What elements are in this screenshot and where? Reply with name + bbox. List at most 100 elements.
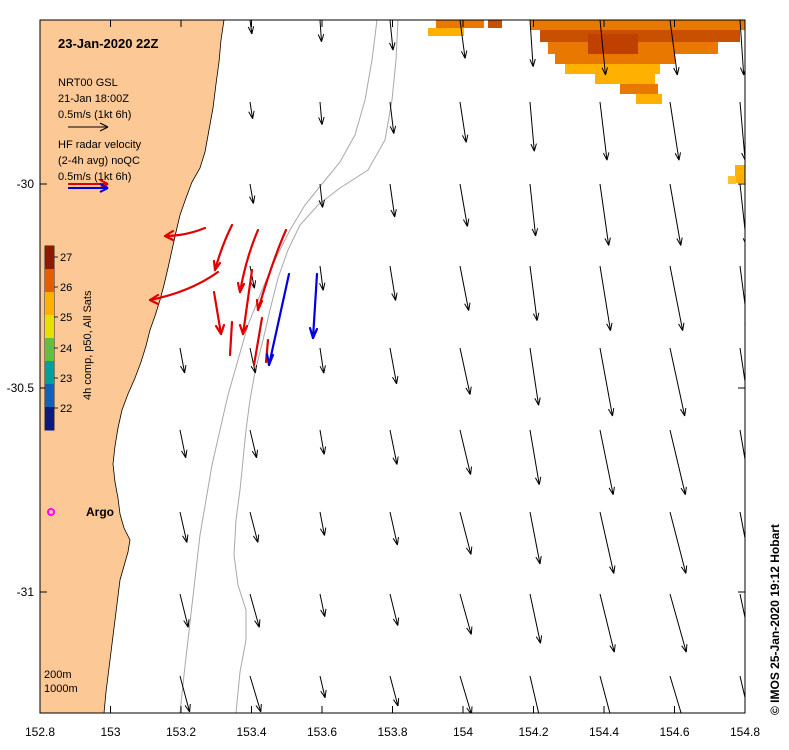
model-arrow bbox=[529, 20, 536, 67]
model-arrow bbox=[459, 101, 469, 143]
model-arrow bbox=[317, 20, 325, 43]
model-legend-arrow bbox=[68, 122, 109, 132]
model-arrow bbox=[319, 593, 327, 617]
imos-footer: © IMOS 25-Jan-2020 19:12 Hobart bbox=[768, 524, 782, 715]
model-arrow bbox=[319, 429, 327, 455]
model-arrow bbox=[599, 675, 611, 713]
model-arrow bbox=[459, 265, 471, 311]
model-arrow bbox=[599, 593, 616, 653]
colorbar-tick-label: 23 bbox=[60, 373, 72, 385]
model-arrow bbox=[599, 101, 610, 161]
colorbar-swatch bbox=[45, 246, 54, 270]
colorbar-tick-label: 25 bbox=[60, 312, 72, 324]
svg-text:NRT00 GSL: NRT00 GSL bbox=[58, 77, 118, 89]
model-arrow bbox=[319, 347, 326, 374]
colorbar-tick-label: 22 bbox=[60, 403, 72, 415]
model-arrow bbox=[459, 593, 473, 635]
model-arrow bbox=[249, 675, 262, 713]
model-arrow bbox=[389, 511, 399, 546]
model-arrow bbox=[179, 511, 189, 543]
model-arrow bbox=[389, 183, 397, 218]
colorbar-swatch bbox=[45, 384, 54, 408]
model-arrow bbox=[459, 183, 470, 227]
model-arrow bbox=[529, 265, 540, 321]
isobath-label-200: 200m bbox=[44, 669, 72, 681]
model-arrow bbox=[459, 20, 468, 59]
model-arrow bbox=[247, 20, 255, 35]
model-arrow bbox=[669, 20, 680, 76]
model-arrow bbox=[599, 347, 615, 417]
model-arrow bbox=[389, 265, 398, 301]
model-arrow bbox=[669, 183, 683, 246]
model-arrow bbox=[248, 101, 255, 120]
isobath-label-1000: 1000m bbox=[44, 683, 78, 695]
model-arrow bbox=[529, 183, 539, 237]
colorbar-tick-label: 27 bbox=[60, 252, 72, 264]
model-arrow bbox=[599, 265, 613, 331]
model-arrow bbox=[529, 347, 541, 406]
y-tick-label: -30.5 bbox=[7, 381, 35, 395]
model-arrow bbox=[389, 347, 399, 385]
x-tick-label: 154.2 bbox=[518, 725, 548, 739]
model-arrow bbox=[599, 511, 616, 574]
model-arrow bbox=[669, 675, 682, 713]
model-arrow bbox=[739, 593, 745, 620]
model-legend: NRT00 GSL 21-Jan 18:00Z 0.5m/s (1kt 6h) bbox=[58, 77, 131, 132]
x-tick-label: 154 bbox=[453, 725, 473, 739]
hf-radar-arrows bbox=[148, 223, 319, 367]
map-title: 23-Jan-2020 22Z bbox=[58, 36, 159, 51]
colorbar-tick-label: 26 bbox=[60, 282, 72, 294]
argo-marker[interactable] bbox=[47, 508, 55, 516]
model-arrow bbox=[249, 593, 261, 628]
svg-text:HF radar velocity: HF radar velocity bbox=[58, 139, 142, 151]
model-current-arrows bbox=[179, 20, 745, 713]
model-arrow bbox=[248, 183, 256, 204]
model-arrow bbox=[318, 183, 325, 208]
colorbar-swatch bbox=[45, 315, 54, 339]
colorbar-swatch bbox=[45, 338, 54, 362]
x-tick-label: 153.8 bbox=[377, 725, 407, 739]
isobath-200m bbox=[233, 20, 399, 713]
model-arrow bbox=[669, 593, 688, 653]
isobath-1000m bbox=[179, 20, 378, 713]
svg-text:21-Jan 18:00Z: 21-Jan 18:00Z bbox=[58, 93, 129, 105]
x-tick-label: 153.6 bbox=[307, 725, 337, 739]
land-mass bbox=[40, 20, 225, 713]
y-tick-label: -31 bbox=[17, 585, 35, 599]
model-arrow bbox=[389, 20, 396, 51]
radar-legend: HF radar velocity (2-4h avg) noQC 0.5m/s… bbox=[58, 139, 142, 193]
model-arrow bbox=[389, 429, 399, 465]
x-tick-label: 153 bbox=[100, 725, 120, 739]
model-arrow bbox=[529, 675, 540, 713]
model-arrow bbox=[669, 101, 681, 161]
colorbar-swatch bbox=[45, 292, 54, 316]
model-arrow bbox=[319, 511, 327, 536]
model-arrow bbox=[319, 675, 327, 699]
sst-colorbar: 27 26 25 24 23 22 4h comp, p50, All Sats bbox=[44, 245, 94, 431]
model-arrow bbox=[179, 675, 191, 713]
model-arrow bbox=[529, 511, 542, 565]
model-arrow bbox=[739, 265, 745, 326]
model-arrow bbox=[669, 347, 687, 417]
colorbar-tick-label: 24 bbox=[60, 343, 72, 355]
model-arrow bbox=[179, 593, 190, 628]
model-arrow bbox=[249, 511, 260, 543]
y-tick-label: -30 bbox=[17, 177, 35, 191]
svg-text:(2-4h avg) noQC: (2-4h avg) noQC bbox=[58, 155, 140, 167]
y-axis: -30 -30.5 -31 bbox=[7, 177, 745, 599]
model-arrow bbox=[459, 675, 473, 713]
x-axis: 152.8 153 153.2 153.4 153.6 153.8 154 154.2 154.… bbox=[25, 20, 760, 739]
model-arrow bbox=[389, 675, 400, 707]
x-tick-label: 152.8 bbox=[25, 725, 55, 739]
colorbar-swatch bbox=[45, 407, 54, 431]
model-arrow bbox=[669, 511, 688, 574]
model-arrow bbox=[529, 101, 537, 152]
model-arrow bbox=[318, 101, 325, 125]
model-arrow bbox=[529, 593, 543, 644]
argo-label: Argo bbox=[86, 505, 114, 519]
x-tick-label: 153.4 bbox=[236, 725, 266, 739]
svg-text:0.5m/s (1kt 6h): 0.5m/s (1kt 6h) bbox=[58, 171, 131, 183]
model-arrow bbox=[249, 347, 257, 374]
radar-legend-arrow-blue bbox=[68, 183, 109, 193]
